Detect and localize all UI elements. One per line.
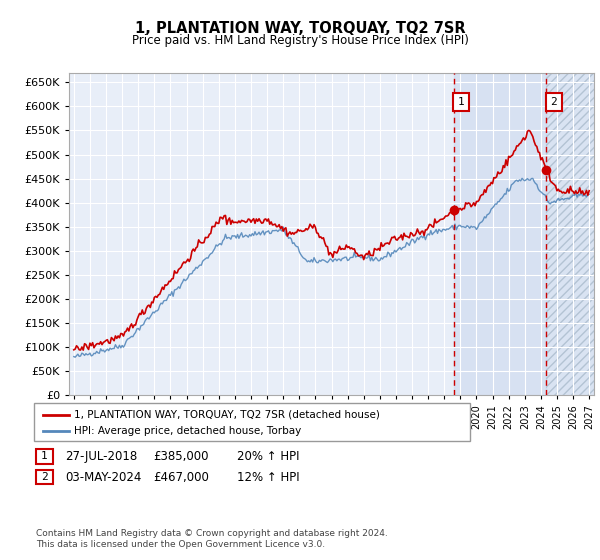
Bar [453, 92, 469, 111]
Text: 2: 2 [550, 97, 557, 106]
Text: 12% ↑ HPI: 12% ↑ HPI [237, 470, 299, 484]
Text: 1: 1 [457, 97, 464, 106]
Text: HPI: Average price, detached house, Torbay: HPI: Average price, detached house, Torb… [74, 426, 301, 436]
Bar [454, 73, 547, 395]
Text: 1, PLANTATION WAY, TORQUAY, TQ2 7SR (detached house): 1, PLANTATION WAY, TORQUAY, TQ2 7SR (det… [74, 409, 380, 419]
Bar [545, 92, 562, 111]
Bar [547, 73, 597, 395]
Text: 27-JUL-2018: 27-JUL-2018 [65, 450, 137, 463]
Text: 20% ↑ HPI: 20% ↑ HPI [237, 450, 299, 463]
Text: £467,000: £467,000 [153, 470, 209, 484]
Bar [547, 73, 597, 395]
Text: 2: 2 [41, 472, 48, 482]
Text: £385,000: £385,000 [153, 450, 209, 463]
Text: 1, PLANTATION WAY, TORQUAY, TQ2 7SR: 1, PLANTATION WAY, TORQUAY, TQ2 7SR [134, 21, 466, 36]
Text: Contains HM Land Registry data © Crown copyright and database right 2024.
This d: Contains HM Land Registry data © Crown c… [36, 529, 388, 549]
Text: 03-MAY-2024: 03-MAY-2024 [65, 470, 141, 484]
Text: Price paid vs. HM Land Registry's House Price Index (HPI): Price paid vs. HM Land Registry's House … [131, 34, 469, 46]
Text: 1: 1 [41, 451, 48, 461]
